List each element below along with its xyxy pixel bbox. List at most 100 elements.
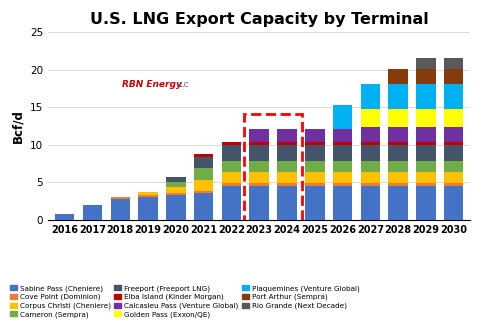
Bar <box>222 186 241 220</box>
Bar <box>360 109 380 128</box>
Bar <box>166 182 186 187</box>
Bar <box>83 205 102 220</box>
Bar <box>360 84 380 109</box>
Bar <box>444 172 464 183</box>
Bar <box>305 186 324 220</box>
Bar <box>416 128 436 142</box>
Bar <box>277 129 297 142</box>
Bar <box>194 157 213 168</box>
Bar <box>138 197 158 220</box>
Bar <box>388 172 408 183</box>
Bar <box>444 183 464 186</box>
Bar <box>250 186 269 220</box>
Bar <box>244 114 302 221</box>
Bar <box>55 214 74 220</box>
Bar <box>138 192 158 194</box>
Bar <box>250 172 269 183</box>
Bar <box>388 142 408 145</box>
Bar <box>277 161 297 172</box>
Bar <box>444 145 464 161</box>
Bar <box>166 195 186 220</box>
Bar <box>416 172 436 183</box>
Bar <box>360 186 380 220</box>
Bar <box>194 154 213 157</box>
Bar <box>444 84 464 109</box>
Bar <box>360 128 380 142</box>
Bar <box>250 145 269 161</box>
Bar <box>416 161 436 172</box>
Bar <box>416 183 436 186</box>
Bar <box>222 161 241 172</box>
Bar <box>138 194 158 197</box>
Bar <box>444 142 464 145</box>
Bar <box>360 172 380 183</box>
Bar <box>194 180 213 191</box>
Bar <box>416 69 436 84</box>
Bar <box>305 142 324 145</box>
Bar <box>444 186 464 220</box>
Bar <box>250 183 269 186</box>
Bar <box>388 161 408 172</box>
Bar <box>305 183 324 186</box>
Bar <box>194 191 213 193</box>
Bar <box>305 129 324 142</box>
Bar <box>444 128 464 142</box>
Bar <box>305 145 324 161</box>
Bar <box>250 142 269 145</box>
Bar <box>333 161 352 172</box>
Bar <box>305 172 324 183</box>
Bar <box>444 69 464 84</box>
Bar <box>277 142 297 145</box>
Bar <box>277 172 297 183</box>
Bar <box>360 142 380 145</box>
Bar <box>166 177 186 182</box>
Bar <box>416 84 436 109</box>
Bar <box>416 58 436 69</box>
Text: LLC: LLC <box>177 82 189 88</box>
Bar <box>250 161 269 172</box>
Bar <box>388 183 408 186</box>
Bar <box>305 161 324 172</box>
Bar <box>333 142 352 145</box>
Bar <box>388 145 408 161</box>
Y-axis label: Bcf/d: Bcf/d <box>12 109 24 143</box>
Bar <box>388 109 408 128</box>
Bar <box>388 128 408 142</box>
Bar <box>222 183 241 186</box>
Bar <box>333 105 352 129</box>
Text: RBN Energy: RBN Energy <box>122 80 182 89</box>
Bar <box>416 145 436 161</box>
Bar <box>388 69 408 84</box>
Bar <box>333 186 352 220</box>
Bar <box>444 161 464 172</box>
Bar <box>110 199 130 220</box>
Bar <box>360 145 380 161</box>
Bar <box>388 186 408 220</box>
Bar <box>333 183 352 186</box>
Bar <box>360 161 380 172</box>
Bar <box>277 145 297 161</box>
Bar <box>360 183 380 186</box>
Bar <box>222 172 241 183</box>
Bar <box>416 109 436 128</box>
Bar <box>333 172 352 183</box>
Bar <box>277 183 297 186</box>
Bar <box>333 129 352 142</box>
Bar <box>166 193 186 195</box>
Bar <box>416 142 436 145</box>
Bar <box>194 168 213 180</box>
Bar <box>166 187 186 193</box>
Bar <box>444 58 464 69</box>
Bar <box>110 197 130 199</box>
Bar <box>222 145 241 161</box>
Bar <box>333 145 352 161</box>
Legend: Sabine Pass (Cheniere), Cove Point (Dominion), Corpus Christi (Cheniere), Camero: Sabine Pass (Cheniere), Cove Point (Domi… <box>9 284 361 319</box>
Bar <box>194 193 213 220</box>
Bar <box>250 129 269 142</box>
Bar <box>222 142 241 145</box>
Bar <box>416 186 436 220</box>
Bar <box>277 186 297 220</box>
Bar <box>444 109 464 128</box>
Title: U.S. LNG Export Capacity by Terminal: U.S. LNG Export Capacity by Terminal <box>90 12 429 27</box>
Bar <box>388 84 408 109</box>
